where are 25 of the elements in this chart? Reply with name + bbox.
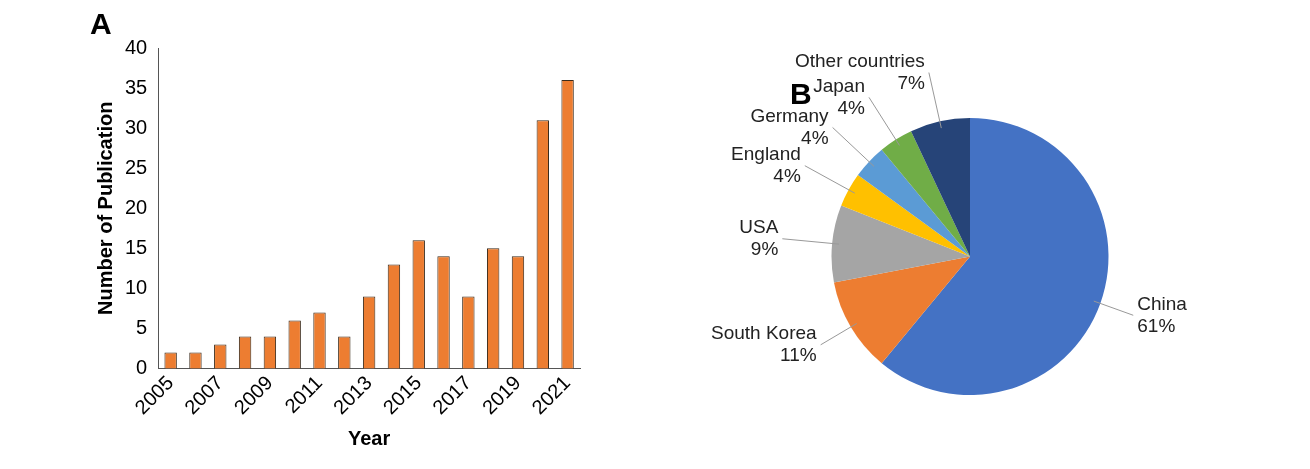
- data-label: 4%: [773, 164, 801, 186]
- y-tick-label: 20: [125, 195, 148, 218]
- data-label: 4%: [801, 126, 829, 148]
- slice-label: South Korea: [711, 322, 818, 344]
- y-tick-label: 40: [125, 35, 148, 58]
- y-axis-title: Number of Publication: [93, 101, 116, 315]
- slice-label: Japan: [813, 74, 865, 96]
- y-tick-label: 30: [125, 115, 148, 138]
- y-tick-label: 10: [125, 275, 148, 298]
- y-tick-label: 35: [125, 75, 148, 98]
- data-label: 61%: [1137, 314, 1176, 336]
- chart-title: A: [90, 7, 112, 41]
- slice-label: Other countries: [794, 49, 925, 71]
- y-tick-label: 25: [125, 155, 148, 178]
- y-tick-label: 5: [136, 316, 148, 339]
- x-axis-title: Year: [347, 426, 391, 449]
- y-tick-label: 0: [136, 356, 148, 379]
- slice-label: USA: [739, 215, 779, 237]
- data-label: 4%: [837, 96, 866, 118]
- data-label: 9%: [750, 237, 779, 259]
- slice-label: England: [731, 142, 801, 164]
- data-label: 7%: [897, 71, 925, 93]
- slice-label: China: [1137, 292, 1188, 314]
- y-tick-label: 15: [125, 235, 148, 258]
- data-label: 11%: [780, 344, 817, 366]
